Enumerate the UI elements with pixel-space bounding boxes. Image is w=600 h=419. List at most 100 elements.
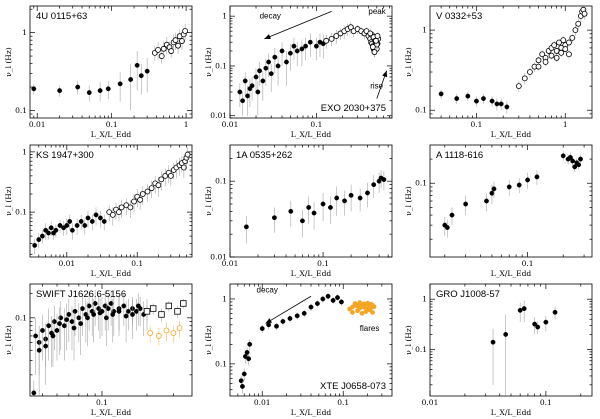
data-point [180,164,187,171]
panel-4: 0.01 0.1 0.1 1 L_X/L_Edd ν_l (Hz) KS 1947+300 [4,144,193,278]
series-1 [237,33,326,116]
data-point [299,46,305,52]
series-1 [238,293,344,394]
plot-frame [229,283,393,397]
data-point [320,296,326,302]
data-point [527,69,533,75]
data-point [553,55,560,61]
data-point [366,307,372,313]
data-point [105,306,111,311]
data-layer [32,147,191,255]
y-tick-label: 0.1 [15,313,27,322]
data-point [515,83,522,90]
data-point [259,326,265,331]
series-2 [151,23,189,64]
data-point [92,301,98,306]
annotation-arrow-line [264,10,332,40]
data-point [556,39,562,46]
y-axis-label: ν_l (Hz) [404,186,413,216]
data-point [568,155,573,160]
data-point [367,30,374,37]
data-point [184,151,191,158]
data-point [242,78,248,84]
panel-title: A 1118-616 [436,150,483,161]
data-point [85,215,91,221]
data-point [257,68,262,74]
y-tick-label: 0.01 [210,253,227,262]
x-axis-label: L_X/L_Edd [491,130,532,139]
y-tick-label: 0.1 [15,208,27,217]
data-point [294,48,300,54]
data-point [308,304,314,310]
series-1 [490,300,558,396]
panel-title: SWIFT J1626.6-5156 [36,289,126,300]
data-layer [31,23,189,111]
data-point [491,186,497,192]
data-point [535,57,542,64]
data-point [503,332,509,337]
data-point [117,81,123,87]
data-point [130,312,135,317]
plot-frame [429,5,593,119]
data-point [465,93,471,99]
series-2 [143,299,187,322]
x-axis-label: L_X/L_Edd [91,408,132,417]
series-2 [106,147,191,226]
data-point [31,390,37,396]
data-layer [31,289,187,396]
data-point [46,230,51,236]
data-point [241,371,247,377]
data-point [240,98,246,104]
data-point [123,313,129,319]
data-point [578,156,583,162]
data-point [543,319,549,325]
data-point [525,177,530,183]
data-point [371,304,377,310]
data-layer [243,170,387,244]
y-tick-label: 0.1 [215,61,227,70]
data-point [143,308,151,315]
data-point [48,225,54,231]
data-point [365,190,370,196]
data-point [301,310,307,316]
data-point [287,50,293,56]
data-point [80,306,85,311]
data-point [272,215,277,221]
data-point [243,354,248,359]
data-point [103,315,109,321]
data-point [158,176,165,183]
data-point [342,198,347,204]
data-point [98,215,103,221]
panel-3: 0.1 1 0.1 1 L_X/L_Edd ν_l (Hz) V 0332+53 [404,5,593,139]
data-point [75,84,81,90]
x-tick-label: 0.1 [310,120,322,129]
data-point [40,328,45,333]
data-point [303,43,309,49]
data-point [371,49,378,55]
y-axis-label: ν_l (Hz) [204,47,213,77]
y-tick-label: 1 [222,294,227,303]
data-point [348,192,354,198]
data-point [560,37,567,44]
data-point [532,321,538,327]
data-point [575,20,582,27]
data-point [444,225,450,230]
data-point [438,91,444,97]
data-point [163,327,170,334]
data-point [263,65,269,71]
plot-frame [29,5,193,119]
data-point [330,298,336,303]
y-tick-label: 1 [422,295,427,304]
data-point [54,328,60,333]
data-point [243,224,249,230]
data-point [176,325,183,331]
data-point [333,33,340,39]
data-point [237,89,243,95]
x-axis-label: L_X/L_Edd [291,269,332,278]
data-point [134,308,139,314]
data-point [64,223,70,228]
data-point [280,319,286,324]
annotation-arrow-line [265,295,312,324]
data-layer [238,293,377,394]
data-point [370,310,375,315]
